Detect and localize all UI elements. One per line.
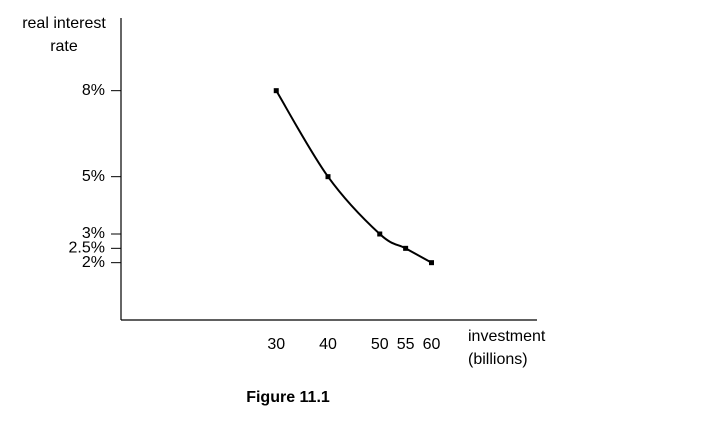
point [403, 245, 409, 251]
y-axis-label: rate [50, 38, 78, 55]
y-tick-label: 5% [82, 168, 105, 185]
x-axis-label: investment [468, 328, 546, 345]
x-tick-label: 40 [319, 336, 337, 353]
y-tick-label: 8% [82, 82, 105, 99]
point [325, 174, 331, 180]
line [275, 90, 432, 264]
y-tick-label: 3% [82, 225, 105, 242]
y-tick-label: 2% [82, 254, 105, 271]
x-tick-label: 30 [267, 336, 285, 353]
x-tick-label: 60 [423, 336, 441, 353]
y-tick-label: 2.5% [69, 240, 105, 257]
point [429, 260, 434, 266]
x-axis-label: (billions) [468, 351, 528, 368]
point [273, 88, 279, 94]
x-tick-label: 50 [371, 336, 389, 353]
y-axis-label: real interest [22, 15, 106, 32]
x-tick-label: 55 [397, 336, 415, 353]
point [377, 231, 383, 237]
chart-title: Figure 11.1 [246, 389, 330, 406]
